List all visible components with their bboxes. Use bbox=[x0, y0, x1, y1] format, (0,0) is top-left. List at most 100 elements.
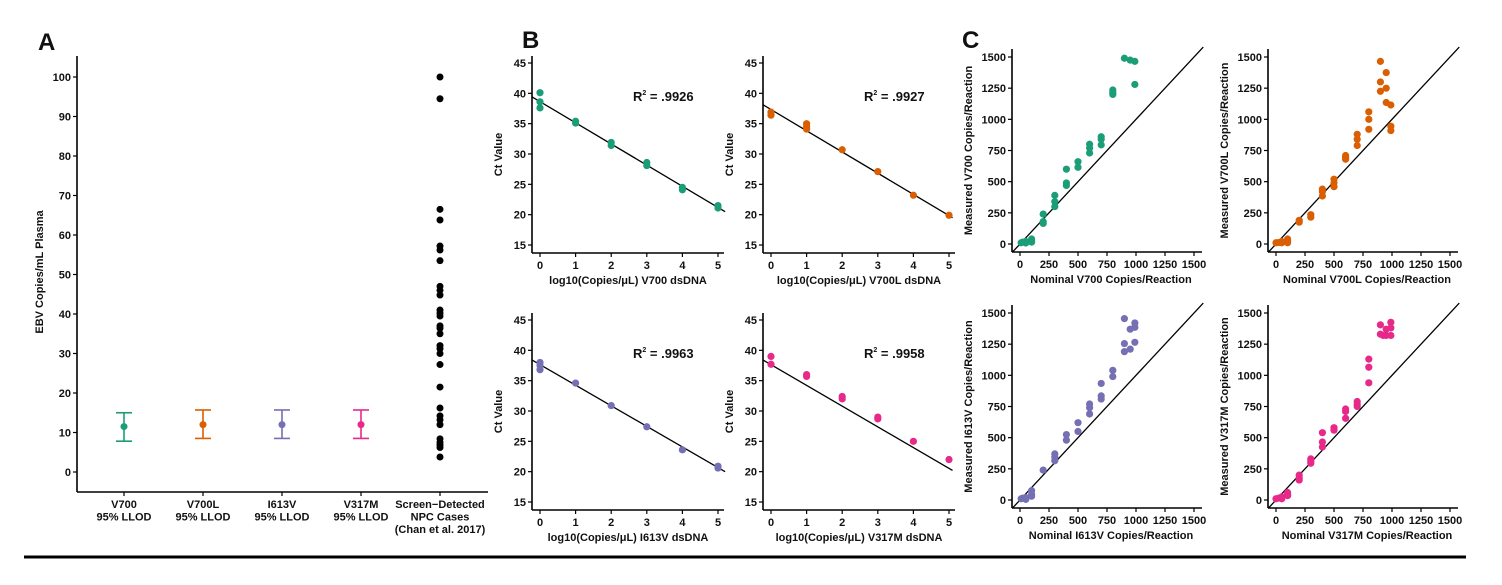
data-point bbox=[436, 312, 444, 320]
x-tick-label: 0 bbox=[1273, 515, 1279, 527]
x-tick-label: 5 bbox=[946, 517, 952, 529]
y-axis-label: Ct Value bbox=[493, 133, 505, 176]
x-tick-label: 1000 bbox=[1124, 259, 1148, 271]
data-point bbox=[1120, 339, 1128, 348]
y-tick-label: 35 bbox=[514, 119, 526, 131]
data-point bbox=[1039, 219, 1047, 228]
x-tick-label: 2 bbox=[608, 260, 614, 272]
x-tick-label: 1 bbox=[573, 260, 579, 272]
x-tick-label: 250 bbox=[1040, 515, 1058, 527]
y-tick-label: 0 bbox=[65, 467, 71, 479]
x-tick-label: 1000 bbox=[1124, 515, 1148, 527]
data-point bbox=[1295, 476, 1303, 484]
x-tick-label: 4 bbox=[679, 260, 686, 272]
y-tick-label: 20 bbox=[745, 467, 757, 479]
y-tick-label: 90 bbox=[59, 112, 71, 124]
x-tick-label: 4 bbox=[910, 517, 917, 529]
x-tick-label: 3 bbox=[644, 260, 650, 272]
x-tick-label: 1500 bbox=[1182, 515, 1206, 527]
data-point bbox=[1131, 57, 1139, 65]
x-tick-label: 250 bbox=[1040, 259, 1058, 271]
y-tick-label: 20 bbox=[514, 210, 526, 222]
panel-letter-a: A bbox=[38, 29, 55, 56]
data-point bbox=[1062, 181, 1070, 190]
x-tick-label: 1250 bbox=[1153, 515, 1177, 527]
data-point bbox=[1086, 404, 1094, 412]
data-point bbox=[436, 257, 444, 265]
data-point bbox=[1051, 203, 1059, 211]
data-point bbox=[1376, 87, 1384, 95]
regression-line bbox=[763, 359, 953, 472]
y-tick-label: 40 bbox=[514, 345, 526, 357]
y-tick-label: 1250 bbox=[982, 339, 1006, 351]
data-point bbox=[572, 119, 580, 127]
data-point bbox=[1365, 115, 1373, 123]
x-tick-label: 0 bbox=[768, 517, 774, 529]
x-tick-label: 0 bbox=[1017, 515, 1023, 527]
data-point bbox=[1086, 410, 1094, 418]
y-axis-label: Ct Value bbox=[724, 133, 736, 176]
x-tick-label: 1000 bbox=[1380, 515, 1404, 527]
data-point bbox=[1062, 430, 1070, 439]
x-category-label: 95% LLOD bbox=[254, 512, 309, 524]
x-category-label: V317M bbox=[344, 499, 379, 511]
x-tick-label: 250 bbox=[1296, 259, 1314, 271]
y-tick-label: 45 bbox=[514, 315, 526, 327]
data-point bbox=[678, 446, 687, 454]
data-point bbox=[1365, 363, 1373, 371]
x-tick-label: 1 bbox=[573, 517, 579, 529]
x-tick-label: 750 bbox=[1354, 259, 1372, 271]
data-point bbox=[1353, 141, 1361, 150]
r-squared-superscript: 2 bbox=[642, 90, 646, 97]
x-tick-label: 2 bbox=[839, 260, 845, 272]
data-point bbox=[607, 141, 615, 150]
y-tick-label: 15 bbox=[745, 497, 757, 509]
y-tick-label: 45 bbox=[745, 58, 757, 70]
errorbar bbox=[353, 409, 369, 440]
data-point bbox=[1284, 492, 1292, 500]
x-tick-label: 2 bbox=[839, 517, 845, 529]
x-axis-label: log10(Copies/μL) V700L dsDNA bbox=[777, 275, 941, 287]
data-point bbox=[1062, 436, 1070, 444]
y-tick-label: 0 bbox=[1256, 239, 1262, 251]
y-tick-label: 15 bbox=[514, 497, 526, 509]
data-point bbox=[838, 395, 846, 403]
data-point bbox=[1307, 213, 1315, 221]
data-point bbox=[536, 98, 544, 106]
data-point bbox=[1074, 163, 1082, 171]
x-tick-label: 4 bbox=[679, 517, 686, 529]
y-tick-label: 500 bbox=[1244, 177, 1262, 189]
y-tick-label: 35 bbox=[514, 376, 526, 388]
x-tick-label: 750 bbox=[1098, 259, 1116, 271]
x-category-label: 95% LLOD bbox=[175, 512, 230, 524]
data-point bbox=[436, 324, 444, 332]
y-tick-label: 500 bbox=[1244, 433, 1262, 445]
y-tick-label: 750 bbox=[1244, 402, 1262, 414]
y-tick-label: 50 bbox=[59, 270, 71, 282]
y-tick-label: 20 bbox=[745, 210, 757, 222]
x-tick-label: 1000 bbox=[1380, 259, 1404, 271]
data-point bbox=[1097, 395, 1105, 403]
data-point bbox=[1109, 372, 1117, 381]
r-squared-superscript: 2 bbox=[642, 347, 646, 354]
x-category-label: (Chan et al. 2017) bbox=[395, 524, 486, 536]
data-point bbox=[767, 352, 775, 360]
regression-line bbox=[532, 96, 726, 213]
data-point bbox=[607, 401, 615, 410]
data-point bbox=[1131, 338, 1139, 346]
y-tick-label: 45 bbox=[514, 58, 526, 70]
x-tick-label: 5 bbox=[715, 517, 721, 529]
data-point bbox=[1120, 348, 1128, 356]
y-tick-label: 1000 bbox=[982, 114, 1006, 126]
y-tick-label: 40 bbox=[59, 309, 71, 321]
x-tick-label: 1500 bbox=[1438, 259, 1462, 271]
data-point bbox=[1387, 318, 1395, 326]
y-tick-label: 15 bbox=[514, 240, 526, 252]
x-tick-label: 0 bbox=[768, 260, 774, 272]
x-tick-label: 750 bbox=[1098, 515, 1116, 527]
x-axis-label: Nominal I613V Copies/Reaction bbox=[1029, 530, 1194, 542]
data-point bbox=[945, 211, 953, 219]
data-point bbox=[1318, 192, 1326, 200]
data-point bbox=[1086, 144, 1094, 152]
